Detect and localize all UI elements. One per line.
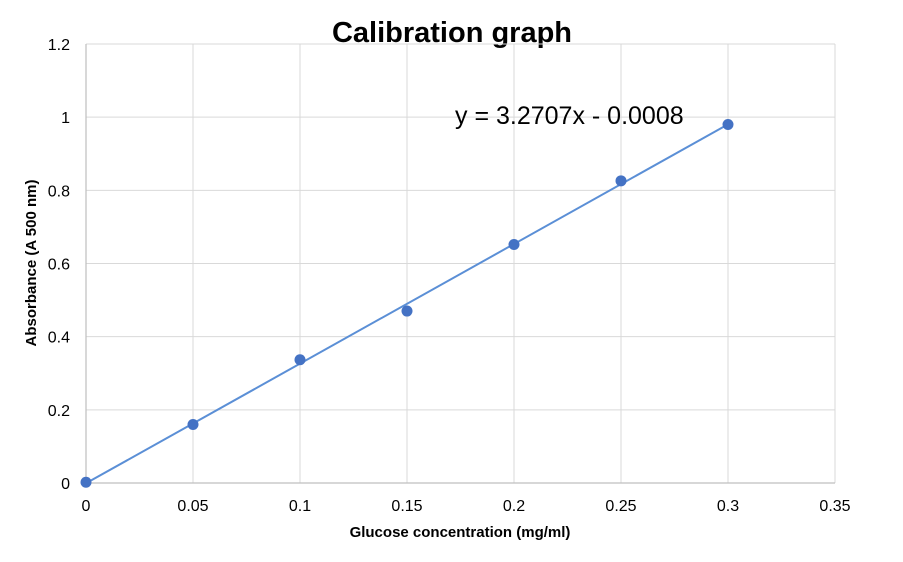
x-tick-label: 0.25: [605, 498, 636, 515]
y-tick-label: 0: [61, 476, 70, 493]
data-point: [722, 118, 734, 130]
data-point: [187, 418, 199, 430]
x-axis-label: Glucose concentration (mg/ml): [350, 524, 571, 541]
x-tick-label: 0.2: [503, 498, 525, 515]
axes: [85, 44, 835, 484]
trendline-equation: y = 3.2707x - 0.0008: [455, 102, 684, 130]
data-point: [401, 305, 413, 317]
x-tick-label: 0.05: [177, 498, 208, 515]
x-tick-label: 0.3: [717, 498, 739, 515]
data-point: [294, 354, 306, 366]
grid-lines: [86, 43, 836, 483]
y-tick-label: 0.2: [48, 403, 70, 420]
y-tick-label: 1.2: [48, 37, 70, 54]
x-tick-label: 0.1: [289, 498, 311, 515]
y-tick-label: 0.8: [48, 183, 70, 200]
x-tick-label: 0: [82, 498, 91, 515]
data-point: [80, 476, 92, 488]
x-tick-label: 0.15: [391, 498, 422, 515]
y-tick-label: 1: [61, 110, 70, 127]
y-tick-label: 0.4: [48, 330, 70, 347]
y-axis-label: Absorbance (A 500 nm): [23, 180, 40, 347]
y-tick-label: 0.6: [48, 257, 70, 274]
data-points: [80, 118, 734, 488]
x-tick-label: 0.35: [819, 498, 850, 515]
data-point: [508, 238, 520, 250]
tick-labels: 0 0.2 0.4 0.6 0.8 1 1.2 0 0.05 0.1 0.15 0.2 0.25 0.3 0…: [48, 37, 851, 515]
data-point: [615, 175, 627, 187]
